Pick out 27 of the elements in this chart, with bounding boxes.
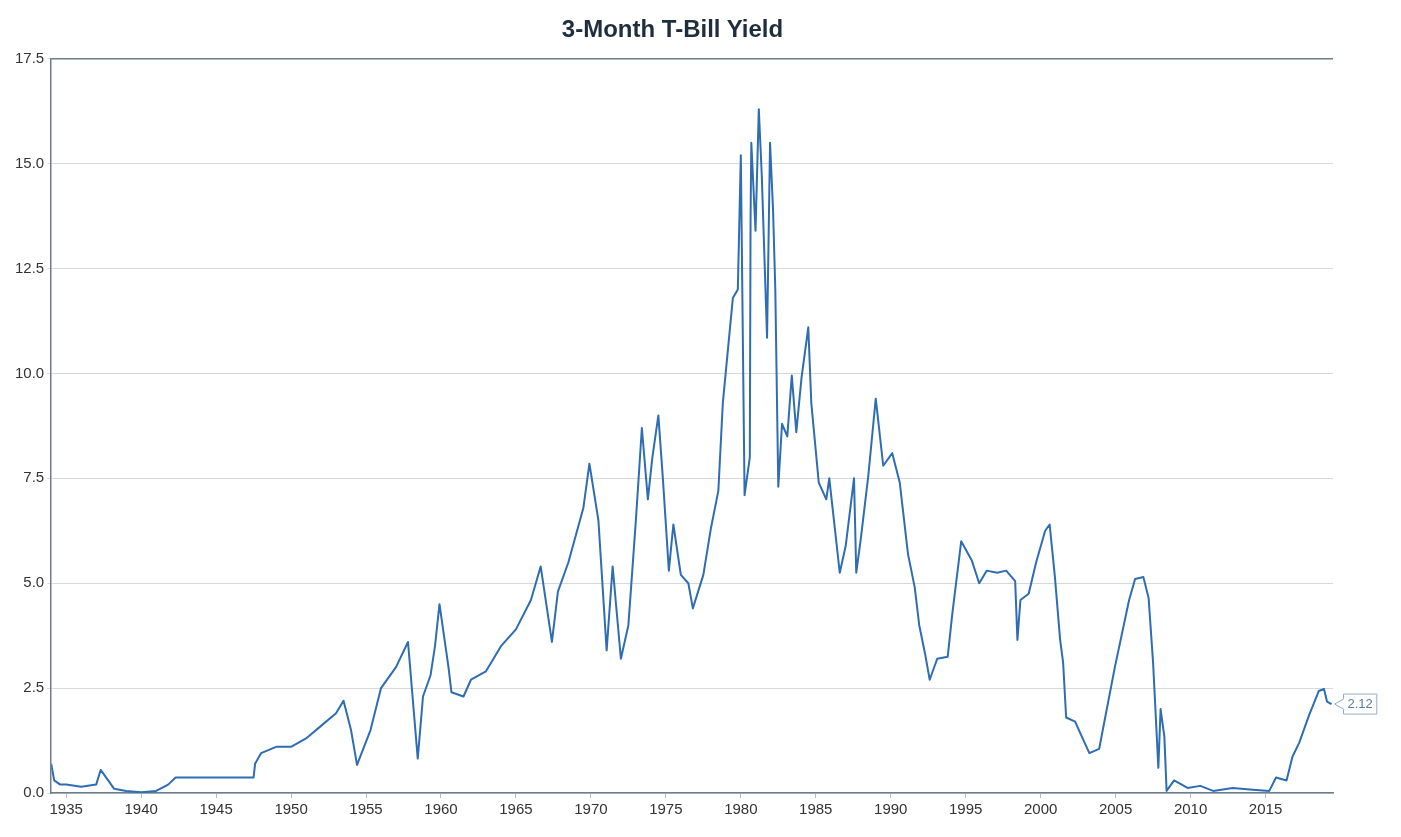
- x-tick-label: 2015: [1248, 800, 1283, 818]
- x-tick-label: 1995: [949, 800, 983, 818]
- x-tick-label: 1980: [724, 800, 758, 818]
- x-tick-label: 1960: [424, 800, 458, 818]
- chart-title: 3-Month T-Bill Yield: [561, 15, 784, 43]
- x-tick-label: 1935: [49, 800, 83, 818]
- y-tick-label: 5.0: [23, 573, 45, 591]
- x-tick-label: 1975: [649, 800, 683, 818]
- x-tick-label: 1945: [199, 800, 233, 818]
- x-tick-label: 2010: [1173, 800, 1208, 818]
- x-tick-label: 1950: [274, 800, 308, 818]
- x-tick-label: 1940: [124, 800, 158, 818]
- x-tick-label: 2000: [1023, 800, 1058, 818]
- y-tick-label: 10.0: [14, 363, 45, 381]
- y-tick-label: 2.5: [23, 678, 45, 696]
- y-tick-label: 17.5: [14, 48, 45, 66]
- y-tick-label: 12.5: [14, 258, 45, 276]
- annotation: 2.12: [1347, 695, 1373, 711]
- x-tick-label: 1990: [874, 800, 908, 818]
- x-tick-label: 1955: [349, 800, 383, 818]
- x-tick-label: 1965: [499, 800, 533, 818]
- x-tick-label: 2005: [1098, 800, 1133, 818]
- y-tick-label: 15.0: [14, 153, 45, 171]
- x-tick-label: 1970: [574, 800, 608, 818]
- y-tick-label: 7.5: [23, 468, 45, 486]
- x-tick-label: 1985: [799, 800, 833, 818]
- y-tick-label: 0.0: [23, 783, 45, 801]
